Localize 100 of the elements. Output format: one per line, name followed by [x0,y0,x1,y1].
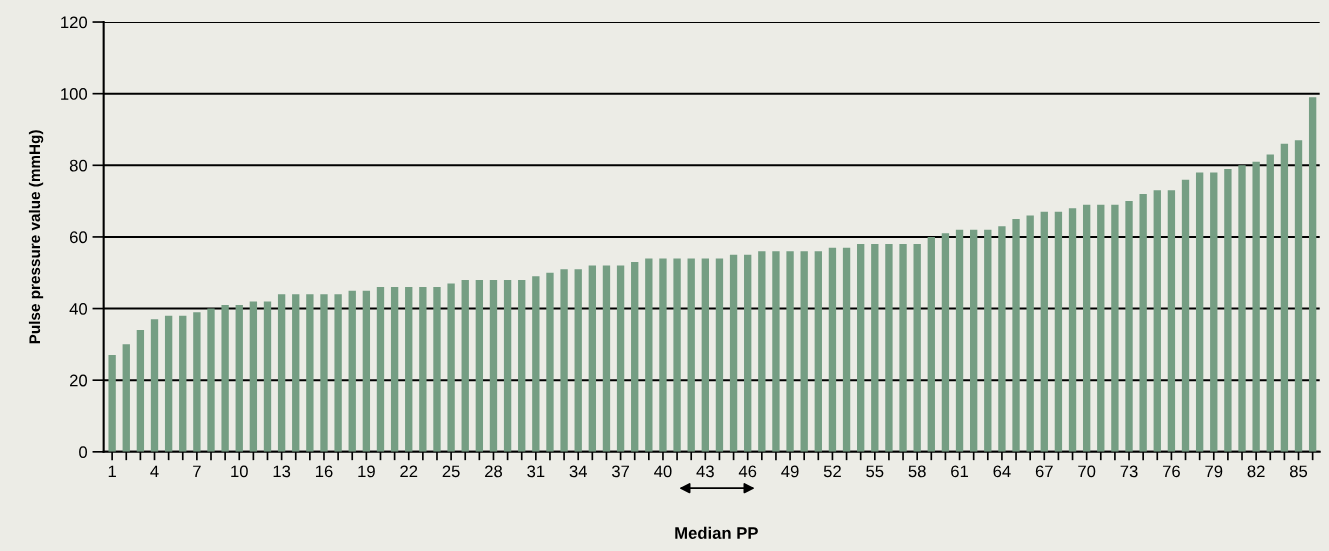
x-tick-label: 22 [400,465,418,478]
bar [857,244,865,452]
bar [814,251,822,452]
bar [602,265,611,452]
bar [687,258,695,452]
x-tick-label: 61 [951,465,968,478]
x-tick-label: 28 [485,465,503,478]
bar [518,279,526,452]
x-tick-label: 13 [273,465,291,478]
bar [616,265,625,452]
x-tick-label: 46 [738,465,757,478]
x-tick-label: 4 [150,465,159,478]
bar [1068,208,1077,452]
x-tick-label: 85 [1289,465,1308,478]
bar [631,262,639,452]
x-tick-label: 58 [908,465,926,478]
bar [1195,172,1204,452]
bar [235,304,243,452]
bar [1097,204,1105,452]
x-tick-label: 25 [442,465,460,478]
bar [179,315,187,452]
bar [927,236,935,452]
bar [1111,204,1119,452]
bar [1139,193,1147,452]
bar [941,233,950,452]
bar [955,229,964,452]
bar [433,287,441,452]
bar [419,287,427,452]
y-tick-label: 120 [61,16,88,29]
bar [475,279,484,452]
bar [503,279,512,452]
x-tick-label: 67 [1035,465,1053,478]
bar [574,269,582,452]
bar [786,251,794,452]
bar [1280,143,1289,452]
bar [306,294,314,452]
bar [1082,204,1091,452]
x-tick-label: 40 [654,465,672,478]
bar [998,226,1006,452]
y-tick-label: 80 [69,159,88,172]
bar [800,251,808,452]
x-tick-label: 73 [1120,465,1138,478]
bar [221,304,229,452]
bar [842,247,851,452]
bar [1054,211,1063,452]
x-tick-label: 55 [866,465,884,478]
bar [913,244,921,452]
x-tick-label: 49 [781,465,799,478]
x-tick-label: 43 [696,465,714,478]
bar [447,283,455,452]
y-tick-label: 100 [61,88,88,100]
bar [899,244,907,452]
bar [207,308,215,452]
x-tick-label: 16 [315,465,333,478]
bar [1294,140,1303,452]
bar [1153,190,1161,452]
bar [164,315,173,452]
bar [122,344,130,452]
bar [405,287,413,452]
x-tick-label: 34 [569,465,587,478]
bar [292,294,300,452]
bar [729,254,738,452]
bar [362,290,371,452]
bar [715,258,724,452]
bar [334,294,342,452]
bar [673,258,681,452]
y-tick-label: 60 [70,231,88,244]
bar [108,355,116,452]
bar [1012,219,1020,452]
bar [758,251,766,452]
y-tick-label: 40 [69,302,88,315]
bar [885,244,893,452]
bar [263,301,272,452]
bar [348,290,356,452]
bar [1238,165,1246,452]
y-tick-label: 20 [69,374,88,387]
bar [277,294,286,452]
bar [659,258,667,452]
bar [546,272,554,452]
bar [701,258,709,452]
bar [560,269,568,452]
x-tick-label: 19 [358,465,375,478]
x-tick-label: 64 [993,465,1011,478]
bar [1167,190,1176,452]
bar [1224,168,1232,452]
bar [1125,201,1133,452]
bar [871,244,879,452]
x-tick-label: 1 [108,465,116,478]
bar [320,294,328,452]
y-tick-label: 0 [79,446,88,459]
x-tick-label: 7 [193,465,201,478]
bar [489,279,498,452]
bar [193,312,201,452]
bar [588,265,597,452]
x-tick-label: 52 [823,465,841,478]
bar [1266,154,1274,452]
bar [744,254,752,452]
x-tick-label: 70 [1078,465,1096,478]
x-tick-label: 10 [231,465,248,478]
x-tick-label: 37 [611,465,630,478]
